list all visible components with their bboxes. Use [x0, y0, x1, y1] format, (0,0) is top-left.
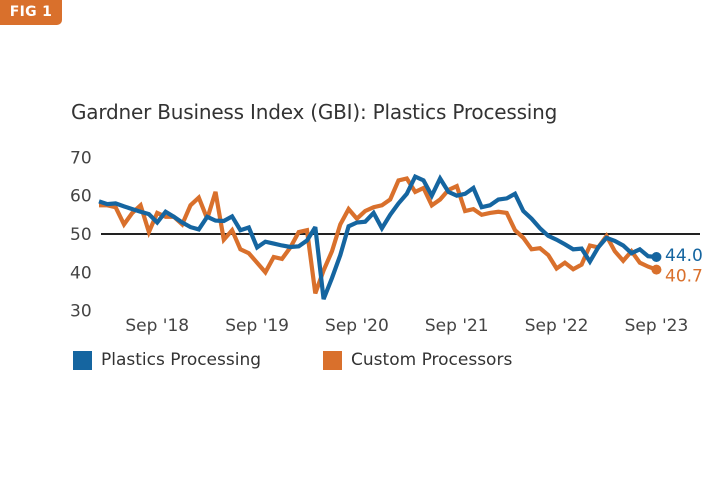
- legend-item-plastics-processing: Plastics Processing: [73, 350, 261, 370]
- y-tick-label: 50: [70, 225, 92, 245]
- legend-swatch-custom: [323, 350, 343, 370]
- series-layer: [98, 173, 662, 300]
- y-axis: 70 60 50 40 30: [70, 148, 92, 321]
- legend-swatch-plastics: [73, 350, 92, 370]
- x-tick-label: Sep '20: [325, 316, 389, 336]
- series-line-plastics-processing: [98, 173, 657, 300]
- legend-label: Plastics Processing: [101, 350, 262, 370]
- x-tick-label: Sep '23: [625, 316, 689, 336]
- legend-item-custom-processors: Custom Processors: [323, 350, 512, 370]
- figure-badge: FIG 1: [0, 0, 62, 25]
- x-tick-label: Sep '21: [425, 316, 489, 336]
- y-tick-label: 30: [70, 302, 92, 322]
- x-axis: Sep '18 Sep '19 Sep '20 Sep '21 Sep '22 Sep '…: [125, 316, 688, 336]
- legend: Plastics Processing Custom Processors: [73, 350, 574, 370]
- x-tick-label: Sep '18: [125, 316, 189, 336]
- end-labels: 44.040.7: [665, 246, 703, 287]
- end-point-custom-processors: [651, 264, 662, 275]
- x-tick-label: Sep '22: [525, 316, 589, 336]
- x-tick-label: Sep '19: [225, 316, 289, 336]
- end-label-plastics-processing: 44.0: [665, 246, 703, 266]
- legend-label: Custom Processors: [351, 350, 513, 370]
- end-point-plastics-processing: [651, 251, 662, 262]
- y-tick-label: 40: [70, 263, 92, 283]
- y-tick-label: 70: [70, 148, 92, 168]
- y-tick-label: 60: [70, 187, 92, 207]
- series-line-custom-processors: [99, 176, 658, 295]
- end-label-custom-processors: 40.7: [665, 267, 703, 287]
- chart-title: Gardner Business Index (GBI): Plastics P…: [71, 100, 558, 124]
